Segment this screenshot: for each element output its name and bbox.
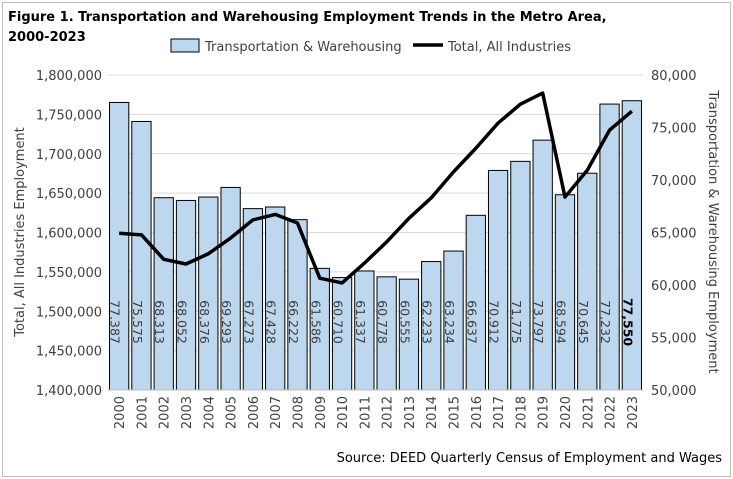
x-tick-2015: 2015 [448,396,463,429]
y-tick-left: 1,500,000 [36,305,102,320]
x-tick-2008: 2008 [291,396,306,429]
x-tick-2007: 2007 [269,396,284,429]
bar-label-2023: 77,550 [620,298,635,347]
bar-2001 [131,120,152,391]
legend-label-line: Total, All Industries [447,40,571,55]
bar-label-2013: 60,555 [397,300,412,344]
y-tick-left: 1,400,000 [36,384,102,399]
bar-label-2022: 77,232 [598,300,613,344]
chart-title: Figure 1. Transportation and Warehousing… [8,8,608,48]
x-tick-2000: 2000 [113,396,128,429]
y-axis-title-left: Total, All Industries Employment [13,127,28,338]
bar-label-2021: 70,645 [576,300,591,344]
x-tick-2021: 2021 [581,396,596,429]
legend-label-bar: Transportation & Warehousing [204,40,402,55]
y-tick-right: 75,000 [651,122,697,137]
bar-2004 [198,196,219,391]
title-line-1: Figure 1. Transportation and Warehousing… [8,10,607,25]
y-tick-left: 1,750,000 [36,108,102,123]
bar-label-2006: 67,273 [241,300,256,344]
bar-label-2008: 66,222 [286,300,301,344]
bar-label-2018: 71,775 [509,300,524,344]
y-tick-right: 80,000 [651,69,697,84]
bar-2023 [621,100,642,391]
bar-label-2019: 73,797 [531,300,546,344]
bar-label-2009: 61,586 [308,300,323,344]
x-tick-2023: 2023 [626,396,641,429]
x-tick-2009: 2009 [314,396,329,429]
bar-label-2017: 70,912 [487,300,502,344]
y-tick-left: 1,550,000 [36,266,102,281]
x-tick-2018: 2018 [514,396,529,429]
y-tick-left: 1,600,000 [36,227,102,242]
bar-2007 [265,206,286,391]
bar-label-2001: 75,575 [130,300,145,344]
x-tick-2001: 2001 [135,396,150,429]
x-tick-2006: 2006 [247,396,262,429]
bar-label-2015: 63,234 [442,300,457,344]
y-tick-right: 70,000 [651,174,697,189]
x-tick-2004: 2004 [202,396,217,429]
x-tick-2010: 2010 [336,396,351,429]
bar-label-2004: 68,376 [197,300,212,344]
y-tick-right: 65,000 [651,227,697,242]
x-tick-2011: 2011 [358,396,373,429]
y-tick-left: 1,650,000 [36,187,102,202]
bar-label-2010: 60,710 [331,300,346,344]
bar-2017 [487,169,509,391]
bar-2020 [554,194,576,391]
bar-label-2007: 67,428 [264,300,279,344]
bar-label-2002: 68,313 [152,300,167,344]
bar-label-2020: 68,594 [553,300,568,344]
y-tick-left: 1,800,000 [36,69,102,84]
x-tick-2013: 2013 [403,396,418,429]
bar-label-2003: 68,052 [175,300,190,344]
x-tick-2019: 2019 [537,396,552,429]
bar-label-2005: 69,293 [219,300,234,344]
x-tick-2002: 2002 [158,396,173,429]
x-tick-2022: 2022 [604,396,619,429]
y-tick-left: 1,450,000 [36,345,102,360]
x-tick-2017: 2017 [492,396,507,429]
title-line-2: 2000-2023 [8,30,86,45]
bar-label-2016: 66,637 [464,300,479,344]
x-tick-2016: 2016 [470,396,485,429]
bar-2019 [532,139,553,391]
x-tick-2005: 2005 [225,396,240,429]
y-tick-right: 55,000 [651,332,697,347]
bar-2005 [220,186,241,391]
bar-label-2012: 60,778 [375,300,390,344]
bar-label-2011: 61,337 [353,300,368,344]
legend-swatch-bar [170,38,200,53]
bar-label-2000: 77,387 [108,300,123,344]
y-tick-right: 50,000 [651,384,697,399]
x-tick-2003: 2003 [180,396,195,429]
bar-2000 [109,101,130,391]
x-tick-2014: 2014 [425,396,440,429]
y-tick-left: 1,700,000 [36,148,102,163]
bar-2021 [577,172,598,391]
y-axis-title-right: Transportation & Warehousing Employment [705,89,720,373]
bar-2018 [510,160,531,391]
bar-2003 [175,199,197,391]
bar-2002 [153,197,174,391]
bar-2022 [599,103,620,391]
line-total-all-industries [119,91,633,285]
bar-label-2014: 62,233 [420,300,435,344]
y-tick-right: 60,000 [651,279,697,294]
x-tick-2012: 2012 [381,396,396,429]
x-tick-2020: 2020 [559,396,574,429]
source-note: Source: DEED Quarterly Census of Employm… [337,451,723,466]
